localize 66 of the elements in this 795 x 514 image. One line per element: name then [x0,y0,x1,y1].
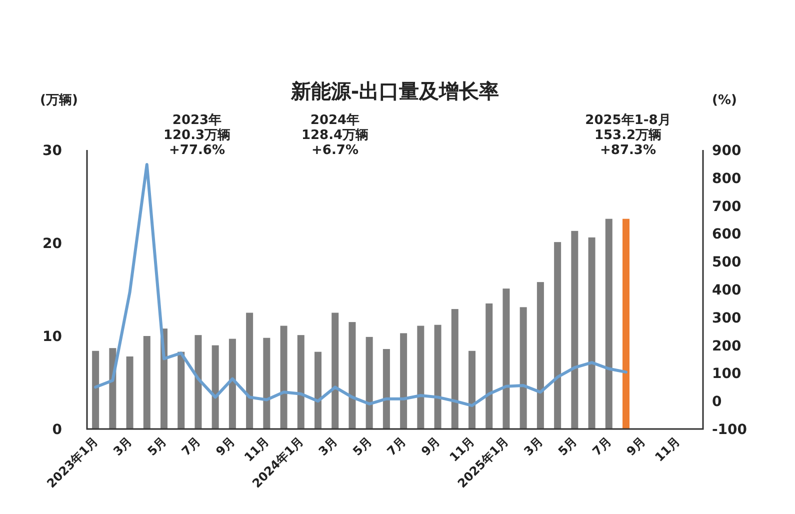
y-tick-label: 30 [42,143,62,159]
bar [143,336,150,429]
y2-tick-label: 0 [712,394,722,410]
y2-tick-label: 800 [712,170,742,187]
annotation: 2023年 120.3万辆 +77.6% [163,113,231,158]
y2-tick-label: 400 [712,282,742,298]
x-tick-label: 5月 [555,434,580,458]
y2-tick-label: 900 [712,143,742,159]
bar [451,309,458,429]
bar [194,335,202,429]
bar [536,282,544,429]
x-tick-label: 3月 [110,434,135,458]
y2-axis-title: (%) [712,93,737,108]
annotation: 2024年 128.4万辆 +6.7% [301,113,369,158]
y2-tick-label: -100 [712,422,748,438]
bar [400,333,408,429]
bar [126,356,134,429]
bar [178,352,185,429]
y2-tick-label: 700 [712,198,742,215]
y2-tick-label: 300 [712,310,742,326]
bar [502,288,510,429]
y-tick-label: 10 [42,329,62,345]
y2-tick-label: 600 [712,226,742,243]
y2-tick-label: 500 [712,254,742,271]
x-tick-label: 9月 [624,434,648,458]
x-tick-label: 7月 [179,434,204,458]
bar [520,307,527,429]
y-tick-label: 20 [42,236,62,252]
bar [588,237,596,429]
bar [263,338,270,429]
x-tick-label: 11月 [242,434,272,464]
bar [571,230,578,429]
bar [280,326,288,429]
chart-title: 新能源-出口量及增长率 [290,79,500,103]
x-tick-label: 9月 [418,434,443,458]
line-series [94,163,628,408]
x-tick-label: 3月 [521,434,546,458]
bar [212,345,219,429]
bar [92,350,100,429]
x-tick-label: 7月 [384,434,409,458]
x-tick-label: 5月 [144,434,170,458]
bar [605,218,612,429]
y2-tick-label: 200 [712,338,742,354]
bar [348,322,356,429]
x-tick-label: 5月 [350,434,374,458]
bar [366,336,373,429]
bar [228,338,236,429]
bar [622,218,630,429]
bar [434,324,442,429]
bar [314,352,322,429]
bar [246,312,254,429]
y-tick-label: 0 [52,422,62,438]
bar [382,349,390,429]
y2-tick-label: 100 [712,366,742,382]
x-tick-label: 11月 [652,434,682,464]
bar [554,242,562,429]
annotation: 2025年1-8月 153.2万辆 +87.3% [585,113,671,158]
bar [468,350,476,429]
x-tick-label: 9月 [213,434,238,458]
x-tick-label: 3月 [316,434,340,458]
bar [417,326,424,429]
bar [297,335,304,429]
x-tick-label: 7月 [590,434,614,458]
bar [486,303,493,429]
bar [332,312,339,429]
y-axis-title: (万辆) [40,93,78,108]
